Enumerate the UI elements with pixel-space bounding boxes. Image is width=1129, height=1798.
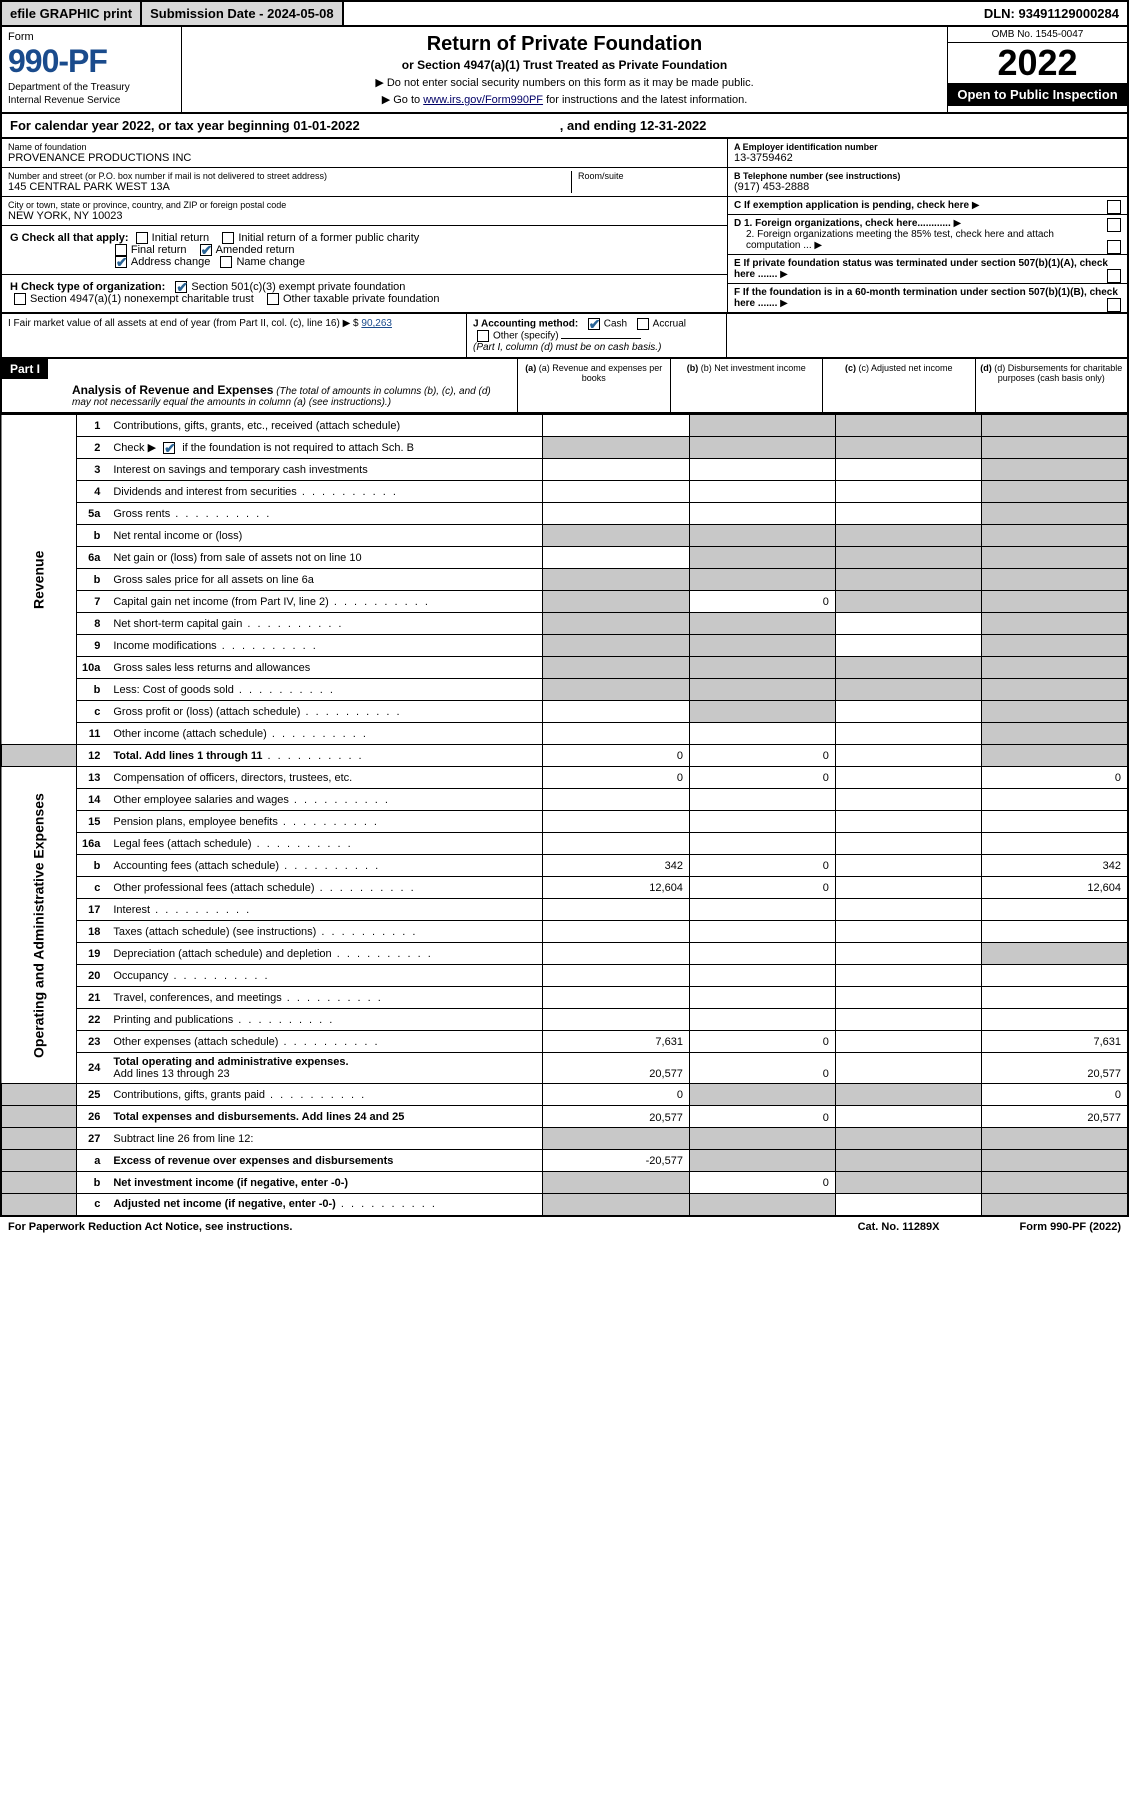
page-footer: For Paperwork Reduction Act Notice, see …: [0, 1217, 1129, 1237]
paperwork-notice: For Paperwork Reduction Act Notice, see …: [8, 1221, 292, 1233]
d1-checkbox[interactable]: [1107, 218, 1121, 232]
f-label: F If the foundation is in a 60-month ter…: [734, 287, 1118, 309]
d1-label: D 1. Foreign organizations, check here..…: [734, 218, 951, 229]
form-label: Form: [8, 31, 175, 43]
street-address: 145 CENTRAL PARK WEST 13A: [8, 181, 571, 193]
form990pf-link[interactable]: www.irs.gov/Form990PF: [423, 94, 543, 106]
col-d-header: (d) (d) Disbursements for charitable pur…: [975, 359, 1128, 412]
entity-info: Name of foundation PROVENANCE PRODUCTION…: [0, 139, 1129, 314]
schb-checkbox[interactable]: [163, 442, 175, 454]
foundation-name: PROVENANCE PRODUCTIONS INC: [8, 152, 721, 164]
ij-row: I Fair market value of all assets at end…: [0, 314, 1129, 359]
c-label: C If exemption application is pending, c…: [734, 200, 969, 211]
form-subtitle: or Section 4947(a)(1) Trust Treated as P…: [190, 58, 939, 72]
address-change-checkbox[interactable]: [115, 256, 127, 268]
4947-checkbox[interactable]: [14, 293, 26, 305]
fmv-link[interactable]: 90,263: [361, 318, 392, 329]
omb-number: OMB No. 1545-0047: [948, 27, 1127, 43]
initial-return-checkbox[interactable]: [136, 232, 148, 244]
submission-date: Submission Date - 2024-05-08: [142, 2, 344, 25]
d2-checkbox[interactable]: [1107, 240, 1121, 254]
dln: DLN: 93491129000284: [976, 2, 1127, 25]
accrual-checkbox[interactable]: [637, 318, 649, 330]
expenses-side-label: Operating and Administrative Expenses: [1, 767, 77, 1084]
section-g: G Check all that apply: Initial return I…: [2, 226, 727, 275]
e-label: E If private foundation status was termi…: [734, 258, 1108, 280]
other-method-checkbox[interactable]: [477, 330, 489, 342]
part1-table: Revenue 1Contributions, gifts, grants, e…: [0, 414, 1129, 1217]
city-state-zip: NEW YORK, NY 10023: [8, 210, 721, 222]
col-a-header: (a) (a) Revenue and expenses per books: [517, 359, 670, 412]
section-h: H Check type of organization: Section 50…: [2, 275, 727, 311]
calendar-year-row: For calendar year 2022, or tax year begi…: [0, 114, 1129, 139]
city-label: City or town, state or province, country…: [8, 200, 721, 210]
other-taxable-checkbox[interactable]: [267, 293, 279, 305]
ssn-warning: ▶ Do not enter social security numbers o…: [190, 76, 939, 89]
open-to-public: Open to Public Inspection: [948, 83, 1127, 106]
tel-label: B Telephone number (see instructions): [734, 171, 900, 181]
addr-label: Number and street (or P.O. box number if…: [8, 171, 571, 181]
room-label: Room/suite: [578, 171, 721, 181]
irs-label: Internal Revenue Service: [8, 95, 175, 106]
name-label: Name of foundation: [8, 142, 721, 152]
dept-treasury: Department of the Treasury: [8, 82, 175, 93]
telephone: (917) 453-2888: [734, 181, 1121, 193]
ein-value: 13-3759462: [734, 152, 1121, 164]
name-change-checkbox[interactable]: [220, 256, 232, 268]
e-checkbox[interactable]: [1107, 269, 1121, 283]
ein-label: A Employer identification number: [734, 142, 878, 152]
c-checkbox[interactable]: [1107, 200, 1121, 214]
cash-checkbox[interactable]: [588, 318, 600, 330]
top-bar: efile GRAPHIC print Submission Date - 20…: [0, 0, 1129, 27]
d2-label: 2. Foreign organizations meeting the 85%…: [746, 229, 1054, 251]
tax-year: 2022: [948, 43, 1127, 83]
catalog-number: Cat. No. 11289X: [858, 1221, 940, 1233]
revenue-side-label: Revenue: [1, 415, 77, 745]
initial-former-checkbox[interactable]: [222, 232, 234, 244]
goto-link-line: ▶ Go to www.irs.gov/Form990PF for instru…: [190, 93, 939, 106]
form-number-link[interactable]: 990-PF: [8, 43, 175, 80]
efile-print-label[interactable]: efile GRAPHIC print: [2, 2, 142, 25]
col-b-header: (b) (b) Net investment income: [670, 359, 823, 412]
form-header: Form 990-PF Department of the Treasury I…: [0, 27, 1129, 114]
part1-header: Part I Analysis of Revenue and Expenses …: [0, 359, 1129, 414]
form-ref: Form 990-PF (2022): [1020, 1221, 1121, 1233]
501c3-checkbox[interactable]: [175, 281, 187, 293]
form-title: Return of Private Foundation: [190, 33, 939, 56]
f-checkbox[interactable]: [1107, 298, 1121, 312]
amended-return-checkbox[interactable]: [200, 244, 212, 256]
col-c-header: (c) (c) Adjusted net income: [822, 359, 975, 412]
part1-badge: Part I: [2, 359, 48, 379]
